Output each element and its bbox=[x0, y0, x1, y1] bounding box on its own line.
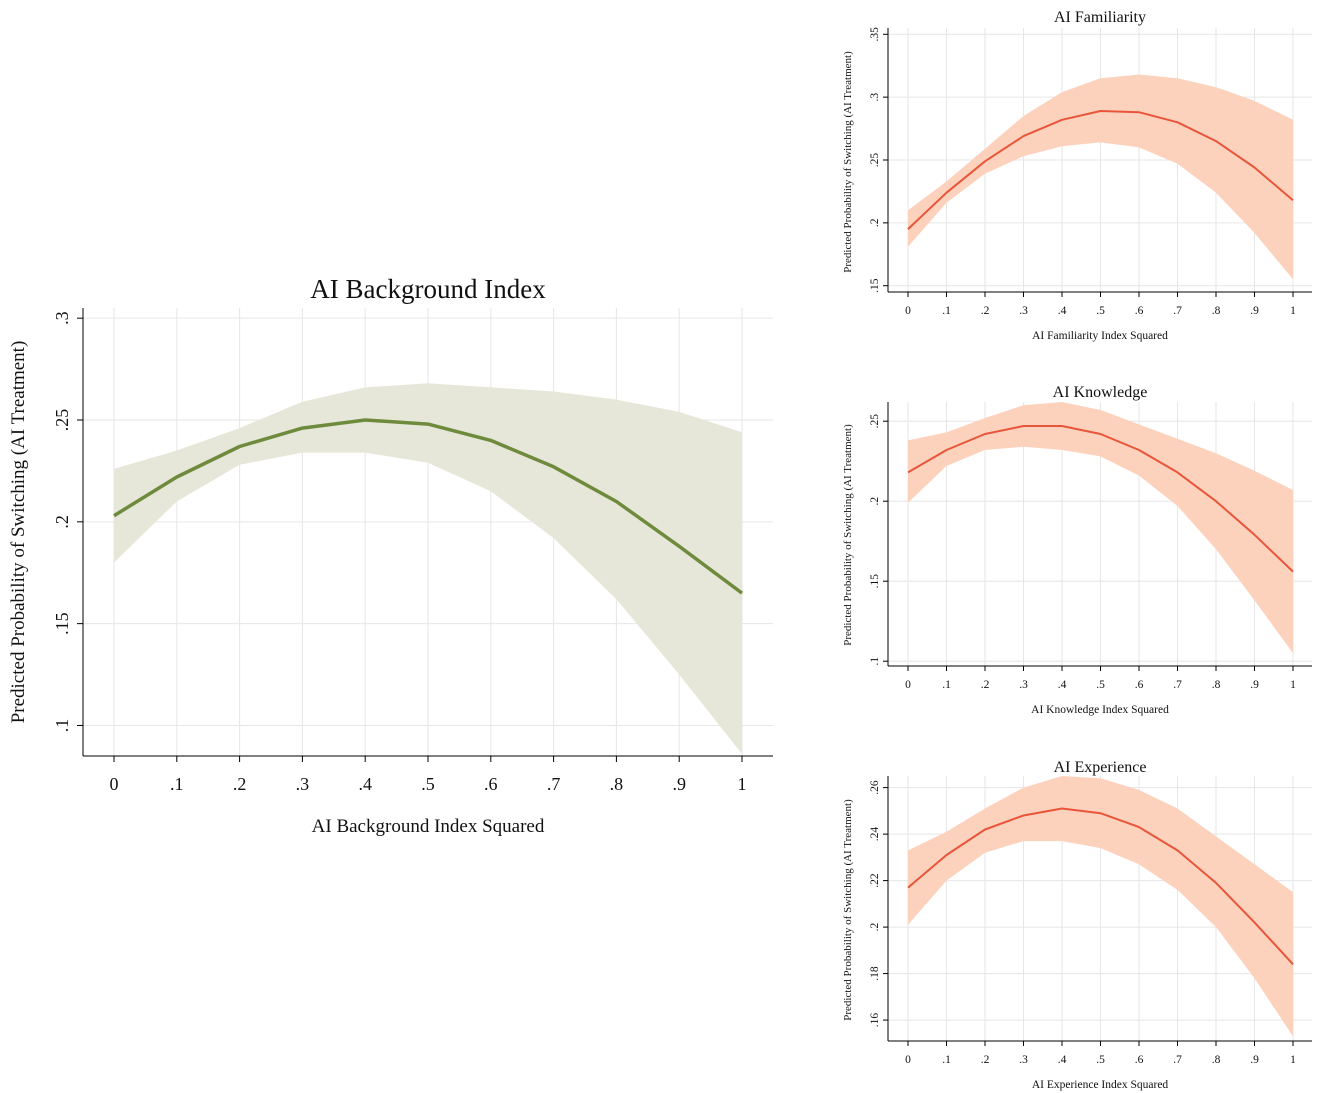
x-tick-label: .1 bbox=[942, 1054, 951, 1066]
y-axis-label: Predicted Probability of Switching (AI T… bbox=[842, 51, 854, 273]
y-tick-label: .2 bbox=[869, 497, 881, 506]
x-tick-label: 0 bbox=[110, 774, 119, 794]
y-tick-label: .1 bbox=[869, 657, 881, 666]
series-line bbox=[113, 418, 744, 595]
x-tick-label: .2 bbox=[981, 305, 990, 317]
x-tick-label: 1 bbox=[1290, 1054, 1296, 1066]
x-tick-label: .8 bbox=[610, 774, 624, 794]
y-tick-label: .26 bbox=[869, 780, 881, 795]
x-tick-label: .5 bbox=[1096, 1054, 1105, 1066]
chart-0: 0 .1 .2 .3 .4 .5 .6 .7 .8 .9 1 .1 .15 .2 .25 .3 AI Backg… bbox=[8, 274, 773, 837]
series-line bbox=[907, 110, 1294, 230]
confidence-band bbox=[908, 74, 1293, 280]
y-tick-label: .35 bbox=[869, 27, 881, 42]
x-tick-label: .2 bbox=[981, 679, 990, 691]
x-tick-label: 0 bbox=[905, 679, 911, 691]
x-tick-label: .5 bbox=[1096, 679, 1105, 691]
x-tick-label: .9 bbox=[1250, 305, 1259, 317]
x-tick-label: 1 bbox=[1290, 305, 1296, 317]
x-tick-label: .3 bbox=[1019, 679, 1028, 691]
y-tick-label: .24 bbox=[869, 827, 881, 842]
x-tick-label: 0 bbox=[905, 305, 911, 317]
x-tick-label: .3 bbox=[296, 774, 310, 794]
chart-title: AI Familiarity bbox=[1054, 9, 1146, 26]
x-axis-label: AI Background Index Squared bbox=[312, 816, 545, 837]
y-tick-label: .22 bbox=[869, 873, 881, 888]
x-tick-label: .4 bbox=[358, 774, 372, 794]
series-line bbox=[907, 807, 1294, 965]
x-tick-label: 0 bbox=[905, 1054, 911, 1066]
y-tick-label: .15 bbox=[52, 612, 72, 635]
x-tick-label: .7 bbox=[547, 774, 561, 794]
x-tick-label: .9 bbox=[1250, 679, 1259, 691]
y-tick-label: .18 bbox=[869, 966, 881, 981]
y-tick-label: .1 bbox=[52, 719, 72, 733]
chart-2: 0 .1 .2 .3 .4 .5 .6 .7 .8 .9 1 .1 .15 .2 .25 AI Knowled… bbox=[842, 384, 1312, 716]
y-tick-label: .2 bbox=[869, 218, 881, 227]
x-axis-label: AI Familiarity Index Squared bbox=[1032, 330, 1168, 342]
y-tick-label: .25 bbox=[869, 153, 881, 168]
x-tick-label: 1 bbox=[1290, 679, 1296, 691]
y-tick-label: .25 bbox=[869, 414, 881, 429]
y-tick-label: .16 bbox=[869, 1013, 881, 1028]
x-tick-label: .6 bbox=[484, 774, 498, 794]
y-tick-label: .3 bbox=[869, 93, 881, 102]
x-tick-label: 1 bbox=[738, 774, 747, 794]
y-axis-label: Predicted Probability of Switching (AI T… bbox=[842, 799, 854, 1021]
y-tick-label: .15 bbox=[869, 278, 881, 293]
confidence-band bbox=[114, 383, 742, 754]
x-tick-label: .1 bbox=[942, 679, 951, 691]
x-tick-label: .8 bbox=[1212, 305, 1221, 317]
x-tick-label: .5 bbox=[421, 774, 435, 794]
y-tick-label: .2 bbox=[52, 515, 72, 529]
y-axis-label: Predicted Probability of Switching (AI T… bbox=[842, 424, 854, 646]
x-tick-label: .8 bbox=[1212, 1054, 1221, 1066]
x-tick-label: .7 bbox=[1173, 679, 1182, 691]
x-tick-label: .5 bbox=[1096, 305, 1105, 317]
x-tick-label: .8 bbox=[1212, 679, 1221, 691]
x-tick-label: .7 bbox=[1173, 1054, 1182, 1066]
y-axis-label: Predicted Probability of Switching (AI T… bbox=[8, 341, 29, 724]
confidence-band bbox=[908, 402, 1293, 654]
x-tick-label: .2 bbox=[981, 1054, 990, 1066]
chart-3: 0 .1 .2 .3 .4 .5 .6 .7 .8 .9 1 .16 .18 .2 .22 .24 .26 AI … bbox=[842, 759, 1312, 1091]
y-tick-label: .15 bbox=[869, 574, 881, 589]
chart-title: AI Experience bbox=[1054, 759, 1147, 776]
x-tick-label: .1 bbox=[942, 305, 951, 317]
x-tick-label: .3 bbox=[1019, 1054, 1028, 1066]
x-tick-label: .4 bbox=[1058, 1054, 1067, 1066]
y-tick-label: .2 bbox=[869, 923, 881, 932]
y-tick-label: .25 bbox=[52, 409, 72, 432]
x-tick-label: .6 bbox=[1135, 679, 1144, 691]
x-axis-label: AI Experience Index Squared bbox=[1032, 1079, 1169, 1091]
chart-title: AI Knowledge bbox=[1053, 384, 1148, 401]
x-tick-label: .7 bbox=[1173, 305, 1182, 317]
x-tick-label: .4 bbox=[1058, 305, 1067, 317]
x-axis-label: AI Knowledge Index Squared bbox=[1031, 704, 1169, 716]
chart-1: 0 .1 .2 .3 .4 .5 .6 .7 .8 .9 1 .15 .2 .25 .3 .35 AI Fami… bbox=[842, 9, 1312, 342]
x-tick-label: .6 bbox=[1135, 1054, 1144, 1066]
x-tick-label: .1 bbox=[170, 774, 184, 794]
confidence-band bbox=[908, 776, 1293, 1037]
x-tick-label: .6 bbox=[1135, 305, 1144, 317]
y-tick-label: .3 bbox=[52, 311, 72, 325]
x-tick-label: .9 bbox=[672, 774, 686, 794]
series-line bbox=[907, 425, 1294, 573]
x-tick-label: .4 bbox=[1058, 679, 1067, 691]
x-tick-label: .3 bbox=[1019, 305, 1028, 317]
chart-title: AI Background Index bbox=[310, 274, 546, 304]
x-tick-label: .9 bbox=[1250, 1054, 1259, 1066]
x-tick-label: .2 bbox=[233, 774, 247, 794]
